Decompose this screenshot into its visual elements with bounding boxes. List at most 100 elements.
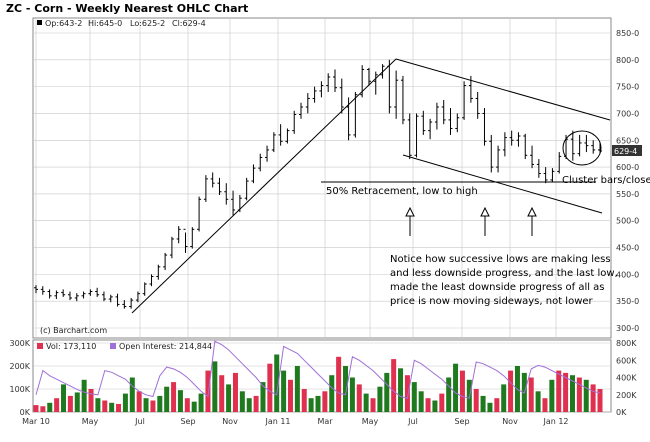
ohlc-bar [550,168,555,183]
volume-bar [453,363,459,412]
volume-bar [74,392,80,412]
volume-bar [391,359,397,412]
volume-bar [33,405,39,412]
volume-bar [508,370,514,412]
volume-bar [349,377,355,412]
volume-bar [219,375,225,412]
quote-line: Op:643-2 Hi:645-0 Lo:625-2 Cl:629-4 [37,19,206,28]
volume-bar [246,398,252,412]
volume-bar [404,375,410,412]
volume-bar [556,370,562,412]
oi-tick-label: 800K [616,339,637,348]
ohlc-bar [380,64,385,79]
volume-bar [329,375,335,412]
volume-bar [239,391,245,412]
chart-title: ZC - Corn - Weekly Nearest OHLC Chart [6,2,248,15]
x-tick-label: Jan 11 [264,417,290,426]
vol-legend-label: Vol: 173,110 [46,342,96,351]
volume-bar [583,379,589,412]
ohlc-bar [407,113,412,160]
quote-high: Hi:645-0 [88,19,122,28]
volume-bar [150,400,156,412]
volume-bar [398,368,404,412]
ohlc-bar [482,108,487,146]
volume-bar [294,366,300,412]
volume-bar [377,386,383,412]
volume-bar [287,379,293,412]
volume-bar [226,384,232,412]
cluster-circle [562,130,602,166]
ohlc-bar [489,134,494,173]
x-tick-label: Mar 10 [22,417,50,426]
ohlc-bar [305,93,310,114]
ohlc-bar [108,294,113,303]
ohlc-bar [271,132,276,153]
x-tick-label: Sep [454,417,469,426]
volume-bar [232,372,238,412]
channel-lower-line [402,154,603,214]
price-tick-label: 450-0 [616,244,639,253]
volume-bar [494,398,500,412]
ohlc-bar [428,118,433,140]
oi-tick-label: 200K [616,391,637,400]
ohlc-bar [400,75,405,125]
volume-bar [184,398,190,412]
price-tick-label: 750-0 [616,83,639,92]
last-price-value: 629-4 [614,147,637,156]
arrow-up-1-icon [405,206,415,236]
volume-bar [274,354,280,412]
volume-bar [501,384,507,412]
ohlc-bar [462,81,467,120]
volume-tick-label: 300K [9,339,30,348]
volume-bar [487,402,493,412]
last-price-tag: 629-4 [612,145,642,156]
volume-bar [411,382,417,412]
ohlc-bar [332,69,337,92]
ohlc-bar [142,282,147,296]
volume-bar [473,389,479,412]
ohlc-bar [448,108,453,135]
arrow-up-2-icon [480,206,490,236]
x-tick-label: May [362,417,379,426]
ohlc-bar [557,152,562,174]
ohlc-bar [74,293,79,302]
volume-bar [136,391,142,412]
ohlc-bar [163,252,168,271]
price-panel [32,17,612,339]
oi-legend-swatch [110,343,116,349]
volume-tick-label: 100K [9,385,30,394]
ohlc-bar [475,92,480,119]
quote-low: Lo:625-2 [130,19,165,28]
ohlc-bar [67,291,72,301]
volume-bar [363,393,369,412]
volume-bar [54,398,60,412]
volume-bar [356,384,362,412]
oi-tick-label: 0K [616,408,627,417]
cluster-annotation: Cluster bars/closes [562,175,650,186]
volume-bar [109,402,115,412]
ohlc-bar [414,113,419,158]
volume-bar [315,395,321,412]
volume-bar [370,398,376,412]
volume-bar [191,401,197,412]
ohlc-bar [101,291,106,302]
ohlc-bar [258,153,263,172]
volume-bar [198,393,204,412]
price-tick-label: 850-0 [616,29,639,38]
price-tick-label: 600-0 [616,163,639,172]
x-tick-label: Jul [407,417,418,426]
ohlc-bar [570,130,575,161]
volume-bar [81,379,87,412]
retracement-annotation: 50% Retracement, low to high [326,186,478,197]
ohlc-bar [319,81,324,98]
ohlc-bar [34,285,38,294]
x-tick-label: Jan 12 [542,417,568,426]
volume-bars [33,354,603,412]
ohlc-bar [530,145,535,169]
volume-bar [164,386,170,412]
volume-bar [253,395,259,412]
ohlc-bar [312,86,317,103]
volume-bar [281,370,287,412]
ohlc-bar [299,102,304,119]
